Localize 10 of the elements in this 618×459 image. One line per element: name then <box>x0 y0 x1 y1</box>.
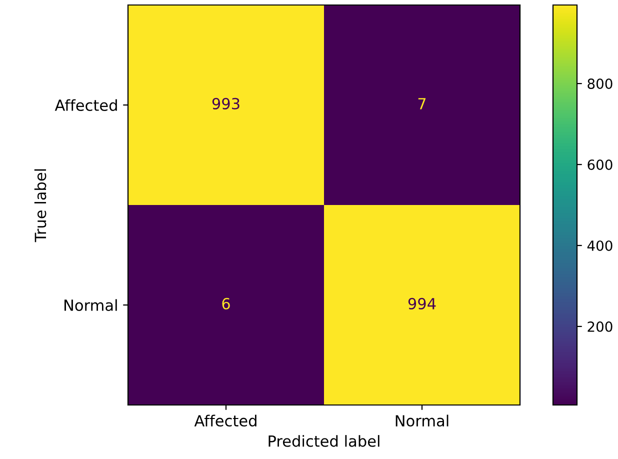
color-bar-label: 400 <box>587 240 612 251</box>
data-label: 7 <box>418 98 426 110</box>
x-axis-title: Predicted label <box>268 435 380 447</box>
color-bar-label: 800 <box>588 78 612 90</box>
y-axis-title: True label <box>34 169 46 242</box>
color-bar-label: 600 <box>588 159 612 170</box>
color-bar-label: 200 <box>588 321 612 332</box>
data-label: 6 <box>222 298 230 310</box>
data-label: 993 <box>212 98 240 110</box>
data-label: 994 <box>408 298 436 310</box>
